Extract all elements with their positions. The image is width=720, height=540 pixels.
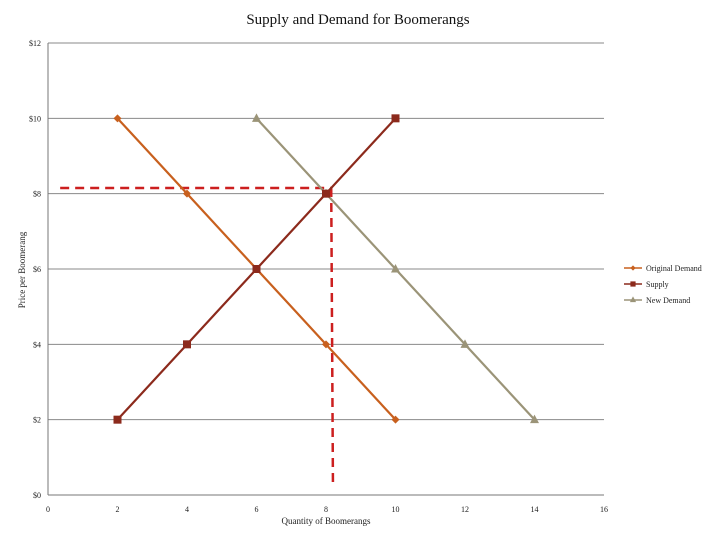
y-tick-label: $6	[33, 265, 41, 274]
y-tick-label: $4	[33, 340, 41, 349]
data-point	[629, 296, 637, 303]
equilibrium-quantity-line	[329, 188, 335, 486]
series-supply	[113, 114, 400, 424]
data-point	[530, 414, 539, 424]
x-tick-label: 4	[185, 505, 189, 514]
x-tick-label: 12	[461, 505, 469, 514]
x-tick-label: 2	[116, 505, 120, 514]
data-point	[391, 114, 400, 123]
gridlines	[48, 42, 604, 421]
legend-label: Supply	[646, 280, 669, 289]
x-tick-label: 16	[600, 505, 608, 514]
axes	[47, 43, 604, 496]
legend-item: New Demand	[624, 296, 690, 305]
x-tick-label: 14	[531, 505, 539, 514]
data-point	[630, 265, 636, 271]
legend-item: Original Demand	[624, 264, 702, 273]
x-tick-label: 0	[46, 505, 50, 514]
data-point	[252, 113, 261, 122]
legend-label: New Demand	[646, 296, 690, 305]
data-point	[252, 265, 261, 273]
series-group	[113, 113, 539, 424]
x-tick-label: 8	[324, 505, 328, 514]
data-point	[183, 189, 191, 198]
x-tick-label: 10	[392, 505, 400, 514]
y-tick-label: $10	[29, 114, 41, 123]
data-point	[113, 114, 122, 123]
tick-labels: $0 $2 $4 $6 $8 $10 $12 0 2 4 6 8 10 12 14 16	[29, 39, 608, 514]
y-tick-label: $0	[33, 491, 41, 500]
y-axis-label: Price per Boomerang	[17, 231, 27, 308]
y-tick-label: $8	[33, 190, 41, 199]
data-point	[391, 415, 400, 424]
chart-title: Supply and Demand for Boomerangs	[246, 12, 469, 28]
data-point	[322, 189, 330, 198]
y-tick-label: $12	[29, 39, 41, 48]
x-axis-label: Quantity of Boomerangs	[282, 516, 371, 526]
legend: Original Demand Supply New Demand	[624, 264, 702, 305]
y-tick-label: $2	[33, 416, 41, 425]
data-point	[183, 340, 191, 349]
data-point	[113, 415, 122, 424]
legend-item: Supply	[624, 280, 669, 289]
data-point	[460, 339, 470, 348]
data-point	[391, 264, 400, 273]
x-tick-label: 6	[255, 505, 259, 514]
reference-lines	[60, 186, 335, 486]
series-new-demand	[252, 113, 539, 424]
legend-label: Original Demand	[646, 264, 702, 273]
data-point	[322, 340, 330, 349]
data-point	[630, 281, 636, 287]
